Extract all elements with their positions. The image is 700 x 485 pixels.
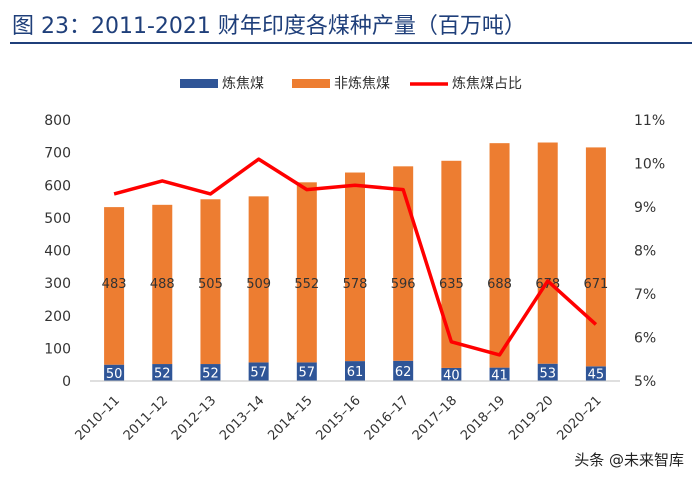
y-left-tick-label: 300 <box>44 276 71 292</box>
x-tick-label: 2015–16 <box>314 393 364 443</box>
data-label-non-coking: 483 <box>102 277 127 292</box>
bar-coking <box>200 364 221 381</box>
data-label-non-coking: 671 <box>583 277 608 292</box>
legend-swatch-non-coking <box>292 79 330 88</box>
data-label-non-coking: 552 <box>294 277 319 292</box>
y-left-tick-label: 800 <box>44 113 71 129</box>
bar-coking <box>152 364 173 381</box>
y-right-tick-label: 7% <box>634 287 656 303</box>
y-left-tick-label: 500 <box>44 211 71 227</box>
x-tick-label: 2012–13 <box>169 393 219 443</box>
data-label-non-coking: 635 <box>439 277 464 292</box>
bar-non-coking <box>441 160 462 368</box>
data-label-non-coking: 505 <box>198 277 223 292</box>
y-right-tick-label: 8% <box>634 244 656 260</box>
data-label-coking: 57 <box>250 366 267 381</box>
legend-label-share-line: 炼焦煤占比 <box>452 76 522 92</box>
x-tick-label: 2020–21 <box>554 393 604 443</box>
x-tick-label: 2011–12 <box>121 393 171 443</box>
bar-non-coking <box>537 142 558 364</box>
watermark-text: 头条 @未来智库 <box>570 448 688 471</box>
data-label-non-coking: 578 <box>343 277 368 292</box>
data-label-coking: 40 <box>443 368 460 383</box>
x-tick-label: 2016–17 <box>362 393 412 443</box>
legend-swatch-coking <box>180 79 218 88</box>
data-label-coking: 52 <box>202 367 219 382</box>
y-right-tick-label: 5% <box>634 374 656 390</box>
bar-non-coking <box>104 207 125 365</box>
x-tick-label: 2018–19 <box>458 393 508 443</box>
y-right-tick-label: 11% <box>634 113 665 129</box>
data-label-coking: 57 <box>299 366 316 381</box>
y-left-tick-label: 100 <box>44 341 71 357</box>
legend-label-non-coking: 非炼焦煤 <box>334 76 390 92</box>
data-label-coking: 53 <box>539 366 556 381</box>
data-label-coking: 50 <box>106 367 123 382</box>
bar-coking <box>248 362 269 381</box>
share-line-series <box>113 157 598 357</box>
bar-coking <box>537 363 558 381</box>
x-tick-label: 2017–18 <box>410 393 460 443</box>
y-left-tick-label: 700 <box>44 146 71 162</box>
data-label-coking: 41 <box>491 368 508 383</box>
y-left-tick-label: 0 <box>62 374 71 390</box>
bar-non-coking <box>585 147 606 367</box>
legend-label-coking: 炼焦煤 <box>222 76 264 92</box>
title-divider <box>10 42 692 44</box>
data-label-coking: 45 <box>588 368 605 383</box>
data-label-non-coking: 596 <box>391 277 416 292</box>
bar-non-coking <box>393 166 414 361</box>
data-label-coking: 61 <box>347 365 364 380</box>
bar-non-coking <box>200 199 221 365</box>
bar-non-coking <box>489 143 510 368</box>
bar-non-coking <box>296 182 317 363</box>
x-tick-label: 2010–11 <box>73 393 123 443</box>
x-tick-label: 2014–15 <box>265 393 315 443</box>
data-label-non-coking: 509 <box>246 277 271 292</box>
bar-non-coking <box>248 196 269 363</box>
bar-coking <box>345 361 365 381</box>
x-tick-label: 2013–14 <box>217 393 267 443</box>
y-right-tick-label: 9% <box>634 200 656 216</box>
bar-non-coking <box>152 204 173 365</box>
bar-coking <box>296 362 317 381</box>
data-label-non-coking: 488 <box>150 277 175 292</box>
y-left-tick-label: 200 <box>44 309 71 325</box>
bar-coking <box>104 364 125 381</box>
bar-coking <box>441 367 462 381</box>
data-label-coking: 62 <box>395 365 412 380</box>
data-label-coking: 52 <box>154 367 171 382</box>
x-tick-label: 2019–20 <box>506 393 556 443</box>
data-label-non-coking: 688 <box>487 277 512 292</box>
bar-coking <box>489 367 510 381</box>
bar-coking <box>393 360 414 381</box>
y-right-tick-label: 10% <box>634 157 665 173</box>
bar-non-coking <box>345 172 365 362</box>
y-left-tick-label: 600 <box>44 178 71 194</box>
bar-coking <box>585 366 606 381</box>
y-right-tick-label: 6% <box>634 331 656 347</box>
chart-title: 图 23：2011-2021 财年印度各煤种产量（百万吨） <box>12 14 526 39</box>
y-left-tick-label: 400 <box>44 244 71 260</box>
